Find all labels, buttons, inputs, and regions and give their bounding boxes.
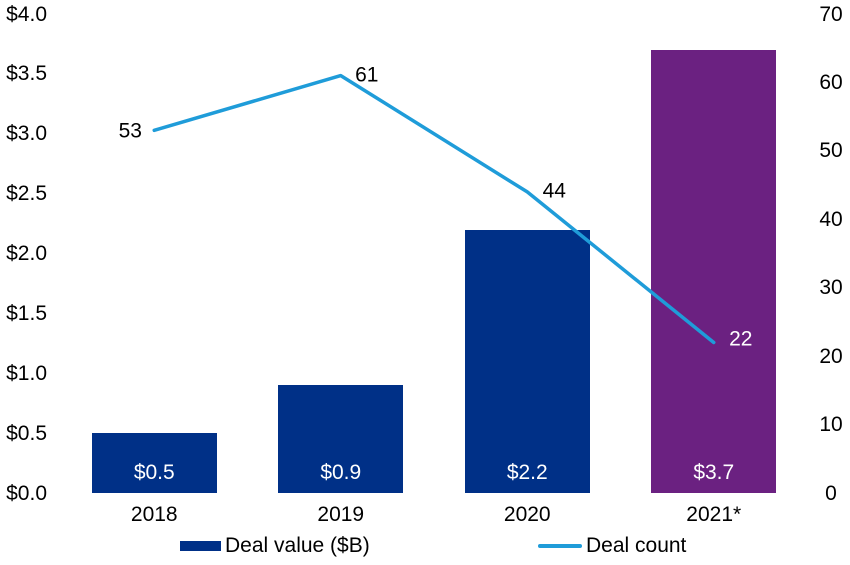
left-axis-tick: $0.0: [6, 481, 47, 505]
deal-value-bar-swatch: [180, 541, 221, 551]
x-axis-label-2021*: 2021*: [686, 503, 742, 526]
bar-2020: [464, 229, 590, 493]
left-axis-tick: $1.0: [6, 361, 47, 385]
bar-2019: [278, 385, 404, 493]
deal-count-line-swatch: [538, 544, 582, 548]
deal-count-label: 44: [542, 179, 566, 203]
left-axis-tick: $2.0: [6, 242, 47, 265]
right-axis-tick: 70: [819, 2, 843, 26]
legend-item-deal-value: Deal value ($B): [180, 535, 370, 557]
right-axis-tick: 60: [819, 70, 843, 94]
deal-count-legend-label: Deal count: [586, 534, 687, 557]
left-axis-tick: $4.0: [6, 2, 47, 26]
left-axis-tick: $3.0: [6, 122, 47, 146]
deal-count-label: 53: [118, 119, 142, 143]
bar-value-label: $2.2: [506, 461, 548, 484]
right-axis-tick: 0: [825, 481, 837, 505]
x-axis-label-2020: 2020: [503, 503, 551, 526]
right-axis-tick: 40: [819, 207, 843, 231]
bar-value-label: $0.9: [320, 461, 362, 484]
bar-2021*: [651, 49, 777, 493]
bar-2018: [91, 433, 217, 493]
left-axis-tick: $1.5: [6, 301, 47, 325]
deal-value-legend-label: Deal value ($B): [225, 534, 370, 557]
x-axis-label-2019: 2019: [317, 503, 365, 526]
legend-item-deal-count: Deal count: [538, 535, 686, 557]
x-axis-label-2018: 2018: [130, 503, 178, 526]
right-axis-tick: 10: [819, 413, 843, 437]
deal-count-label: 22: [729, 327, 753, 351]
left-axis-tick: $2.5: [6, 182, 47, 206]
bar-value-label: $0.5: [133, 461, 175, 484]
left-axis-tick: $3.5: [6, 62, 47, 86]
right-axis-tick: 50: [819, 139, 843, 163]
right-axis-tick: 30: [819, 276, 843, 300]
right-axis-tick: 20: [819, 344, 843, 368]
deal-count-label: 61: [355, 63, 379, 87]
bar-value-label: $3.7: [693, 461, 735, 484]
left-axis-tick: $0.5: [6, 421, 47, 445]
deal-count-line: [152, 73, 716, 345]
